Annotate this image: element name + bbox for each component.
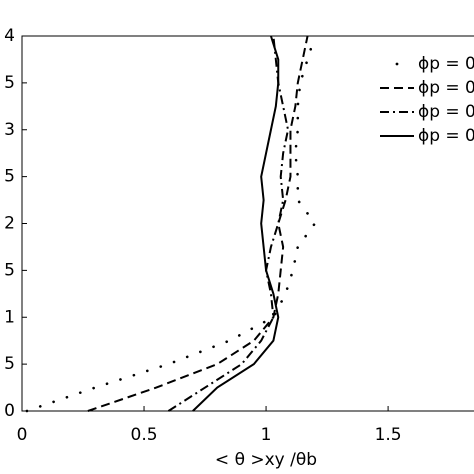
legend-label: ϕp = 0 (418, 126, 474, 146)
series-line (192, 35, 280, 412)
legend-label: ϕp = 0 (418, 102, 474, 122)
x-tick-label: 0.5 (131, 425, 158, 445)
x-axis-label: < θ >xy /θb (215, 450, 317, 470)
y-tick-label: 5 (4, 167, 15, 187)
legend-label: ϕp = 0 (418, 78, 474, 98)
y-tick-label: 5 (4, 260, 15, 280)
y-tick-label: 4 (4, 26, 15, 46)
y-tick-label: 1 (4, 307, 15, 327)
x-tick-label: 1.5 (375, 425, 402, 445)
series-line (167, 35, 290, 412)
y-tick-label: 3 (4, 120, 15, 140)
x-tick-label: 0 (17, 425, 28, 445)
y-tick-label: 5 (4, 354, 15, 374)
legend-swatch (395, 62, 399, 66)
series-line (87, 35, 309, 412)
y-tick-label: 0 (4, 401, 15, 421)
legend-box (372, 48, 474, 152)
legend-label: ϕp = 0 (418, 54, 474, 74)
y-tick-label: 2 (4, 214, 15, 234)
y-tick-label: 5 (4, 73, 15, 93)
x-tick-label: 1 (261, 425, 272, 445)
series-line (25, 34, 317, 413)
